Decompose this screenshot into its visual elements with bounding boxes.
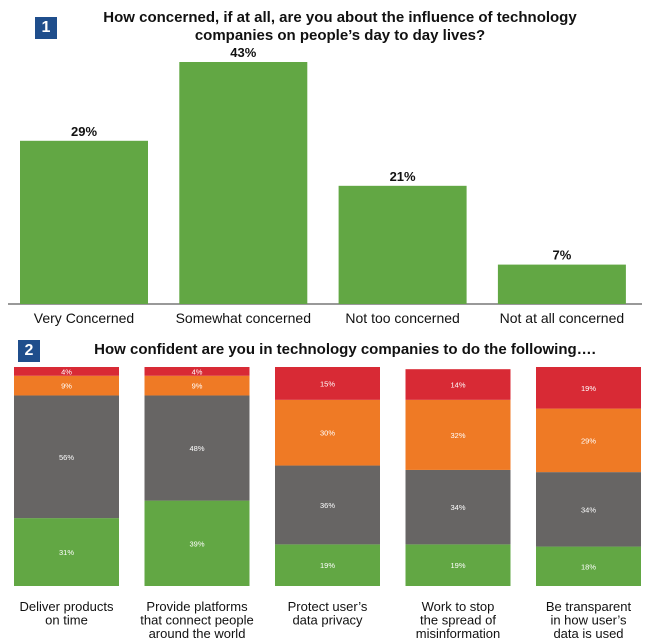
chart2-segment-label-3-0: 19% xyxy=(450,561,465,570)
chart2-category-label-0-0: Deliver products xyxy=(20,599,114,614)
chart2-segment-1-3 xyxy=(144,367,250,376)
chart2-segment-label-3-1: 34% xyxy=(450,503,465,512)
chart2-segment-label-2-2: 30% xyxy=(320,429,335,438)
chart2-segment-0-3 xyxy=(14,367,119,376)
chart2-segment-label-4-2: 29% xyxy=(581,436,596,445)
chart1-bar-2 xyxy=(338,185,467,304)
chart2-category-label-4-0: Be transparent xyxy=(546,599,632,614)
chart1-value-label-1: 43% xyxy=(230,45,256,60)
chart1-badge: 1 xyxy=(35,17,57,39)
chart2-category-label-1-1: that connect people xyxy=(140,613,253,628)
chart2-category-label-3-0: Work to stop xyxy=(422,599,495,614)
chart2-segment-label-4-0: 18% xyxy=(581,562,596,571)
chart2-segment-2-1 xyxy=(275,465,380,545)
chart2-segment-label-0-3: 4% xyxy=(61,367,72,376)
chart2-segment-2-2 xyxy=(275,399,380,466)
chart2-segment-4-1 xyxy=(536,472,641,547)
chart2-segment-1-1 xyxy=(144,395,250,501)
chart2-segment-label-1-0: 39% xyxy=(189,539,204,548)
chart2-segment-label-2-3: 15% xyxy=(320,379,335,388)
chart2-segment-3-3 xyxy=(405,369,511,400)
chart2-segment-0-1 xyxy=(14,395,119,519)
chart2-segment-3-0 xyxy=(405,544,511,586)
chart2-segment-label-4-3: 19% xyxy=(581,384,596,393)
chart2-category-label-0-1: on time xyxy=(45,613,88,628)
chart2-segment-4-2 xyxy=(536,408,641,473)
chart2-category-label-2-0: Protect user’s xyxy=(288,599,368,614)
chart2-segment-label-1-2: 9% xyxy=(192,382,203,391)
chart2-segment-label-0-2: 9% xyxy=(61,382,72,391)
chart2-segment-1-0 xyxy=(144,500,250,586)
chart2-category-label-1-2: around the world xyxy=(149,626,246,639)
chart2-segment-3-1 xyxy=(405,469,511,545)
chart2-segment-0-2 xyxy=(14,375,119,396)
chart2-segment-label-2-0: 19% xyxy=(320,561,335,570)
chart2-segment-2-3 xyxy=(275,367,380,400)
chart2-category-label-2-1: data privacy xyxy=(292,613,363,628)
chart2-category-label-1-0: Provide platforms xyxy=(146,599,248,614)
chart1-bar-3 xyxy=(497,264,626,304)
chart1-category-label-2: Not too concerned xyxy=(345,310,459,326)
chart2-segment-label-0-1: 56% xyxy=(59,453,74,462)
chart2-segment-1-2 xyxy=(144,375,250,396)
chart1-bar-1 xyxy=(179,62,308,304)
chart1-value-label-0: 29% xyxy=(71,124,97,139)
chart2-category-label-3-1: the spread of xyxy=(420,613,496,628)
chart2-segment-label-4-1: 34% xyxy=(581,505,596,514)
chart2-segment-label-2-1: 36% xyxy=(320,501,335,510)
chart1-category-label-0: Very Concerned xyxy=(34,310,134,326)
chart1-title-line-1: How concerned, if at all, are you about … xyxy=(103,9,577,26)
chart1-value-label-3: 7% xyxy=(553,248,572,263)
chart2-segment-4-3 xyxy=(536,367,641,409)
chart2-segment-label-3-3: 14% xyxy=(450,381,465,390)
chart2-segment-label-3-2: 32% xyxy=(450,431,465,440)
chart2-segment-4-0 xyxy=(536,546,641,586)
chart1-category-label-3: Not at all concerned xyxy=(500,310,625,326)
chart2-badge: 2 xyxy=(18,340,40,362)
chart2-category-label-4-2: data is used xyxy=(553,626,623,639)
chart2-segment-2-0 xyxy=(275,544,380,586)
chart2-segment-label-0-0: 31% xyxy=(59,548,74,557)
chart2-segment-0-0 xyxy=(14,518,119,586)
chart2-title: How confident are you in technology comp… xyxy=(94,341,596,358)
chart1-bar-0 xyxy=(20,140,148,304)
chart1-category-label-1: Somewhat concerned xyxy=(176,310,311,326)
chart2-segment-label-1-3: 4% xyxy=(192,367,203,376)
chart1-value-label-2: 21% xyxy=(390,169,416,184)
chart2-segment-3-2 xyxy=(405,399,511,470)
chart2-category-label-4-1: in how user’s xyxy=(550,613,627,628)
chart1-title: How concerned, if at all, are you about … xyxy=(60,9,620,45)
chart2-segment-label-1-1: 48% xyxy=(189,444,204,453)
chart1-title-line-2: companies on people’s day to day lives? xyxy=(194,27,486,44)
chart2-category-label-3-2: misinformation xyxy=(416,626,501,639)
